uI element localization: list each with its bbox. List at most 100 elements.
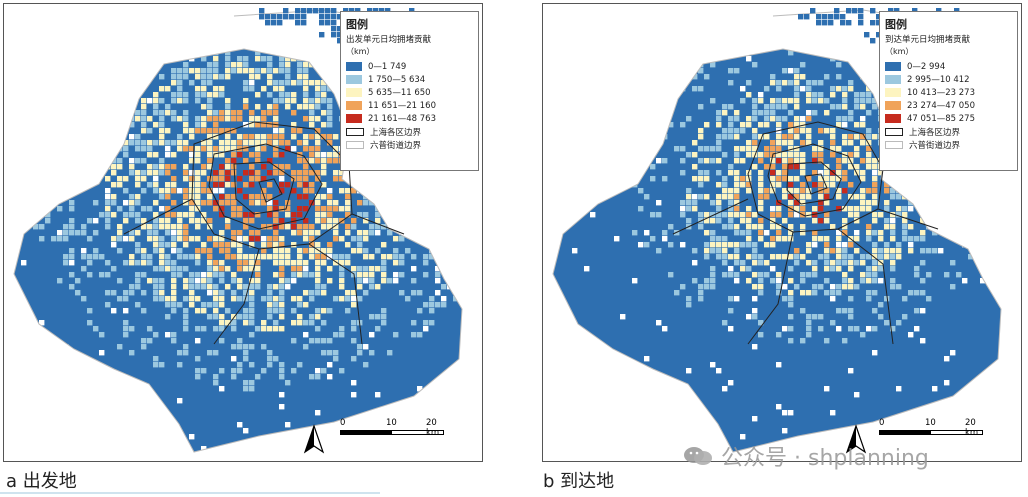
grid-cell xyxy=(141,128,147,134)
grid-cell xyxy=(207,200,213,206)
grid-cell xyxy=(393,272,399,278)
grid-cell xyxy=(824,110,830,116)
grid-cell xyxy=(894,8,900,14)
grid-cell xyxy=(656,248,662,254)
grid-cell xyxy=(770,182,776,188)
grid-cell xyxy=(99,110,105,116)
grid-cell xyxy=(213,49,219,50)
grid-cell xyxy=(195,74,201,80)
grid-cell xyxy=(566,410,572,416)
grid-cell xyxy=(309,122,315,128)
grid-cell xyxy=(159,266,165,272)
grid-cell xyxy=(57,176,63,182)
grid-cell xyxy=(195,356,201,362)
grid-cell xyxy=(135,260,141,266)
grid-cell xyxy=(321,80,327,86)
grid-cell xyxy=(852,8,858,14)
grid-cell xyxy=(441,284,447,290)
grid-cell xyxy=(980,194,986,200)
grid-cell xyxy=(177,230,183,236)
grid-cell xyxy=(836,164,842,170)
grid-cell xyxy=(722,182,728,188)
grid-cell xyxy=(201,302,207,308)
grid-cell xyxy=(141,170,147,176)
grid-cell xyxy=(704,146,710,152)
grid-cell xyxy=(177,146,183,152)
grid-cell xyxy=(822,14,828,20)
grid-cell xyxy=(728,308,734,314)
legend-subtitle: 到达单元日均拥堵贡献 xyxy=(885,35,971,45)
grid-cell xyxy=(375,284,381,290)
grid-cell xyxy=(87,272,93,278)
grid-cell xyxy=(842,254,848,260)
grid-cell xyxy=(872,350,878,356)
grid-cell xyxy=(123,188,129,194)
grid-cell xyxy=(465,194,470,199)
grid-cell xyxy=(698,68,704,74)
grid-cell xyxy=(704,170,710,176)
grid-cell xyxy=(303,260,309,266)
grid-cell xyxy=(81,176,87,182)
grid-cell xyxy=(231,326,237,332)
grid-cell xyxy=(938,212,944,218)
grid-cell xyxy=(117,344,123,350)
grid-cell xyxy=(926,296,932,302)
grid-cell xyxy=(111,164,117,170)
grid-cell xyxy=(249,74,255,80)
grid-cell xyxy=(147,128,153,134)
grid-cell xyxy=(920,290,926,296)
grid-cell xyxy=(105,158,111,164)
grid-cell xyxy=(956,272,962,278)
grid-cell xyxy=(159,236,165,242)
grid-cell xyxy=(261,242,267,248)
grid-cell xyxy=(351,224,357,230)
grid-cell xyxy=(237,62,243,68)
grid-cell xyxy=(345,254,351,260)
grid-cell xyxy=(225,56,231,62)
grid-cell xyxy=(417,386,423,392)
grid-cell xyxy=(81,224,87,230)
grid-cell xyxy=(279,62,285,68)
grid-cell xyxy=(219,242,225,248)
grid-cell xyxy=(553,308,554,314)
grid-cell xyxy=(207,134,213,140)
grid-cell xyxy=(758,230,764,236)
grid-cell xyxy=(788,200,794,206)
grid-cell xyxy=(998,386,1001,392)
grid-cell xyxy=(429,236,435,242)
grid-cell xyxy=(331,8,337,14)
grid-cell xyxy=(279,206,285,212)
grid-cell xyxy=(387,218,393,224)
grid-cell xyxy=(135,272,141,278)
grid-cell xyxy=(339,272,345,278)
grid-cell xyxy=(295,14,301,20)
grid-cell xyxy=(728,380,734,386)
grid-cell xyxy=(848,368,854,374)
grid-cell xyxy=(692,74,698,80)
grid-cell xyxy=(650,212,656,218)
grid-cell xyxy=(195,86,201,92)
grid-cell xyxy=(770,224,776,230)
grid-cell xyxy=(812,182,818,188)
grid-cell xyxy=(686,200,692,206)
grid-cell xyxy=(147,326,153,332)
grid-cell xyxy=(818,314,824,320)
grid-cell xyxy=(830,128,836,134)
grid-cell xyxy=(878,254,884,260)
grid-cell xyxy=(75,278,81,284)
grid-cell xyxy=(866,254,872,260)
grid-cell xyxy=(812,266,818,272)
grid-cell xyxy=(75,176,81,182)
grid-cell xyxy=(81,230,87,236)
grid-cell xyxy=(189,128,195,134)
grid-cell xyxy=(866,188,872,194)
grid-cell xyxy=(860,170,866,176)
grid-cell xyxy=(864,32,870,38)
grid-cell xyxy=(159,188,165,194)
grid-cell xyxy=(339,278,345,284)
grid-cell xyxy=(141,122,147,128)
grid-cell xyxy=(51,236,57,242)
grid-cell xyxy=(321,290,327,296)
grid-cell xyxy=(692,428,698,434)
grid-cell xyxy=(686,206,692,212)
